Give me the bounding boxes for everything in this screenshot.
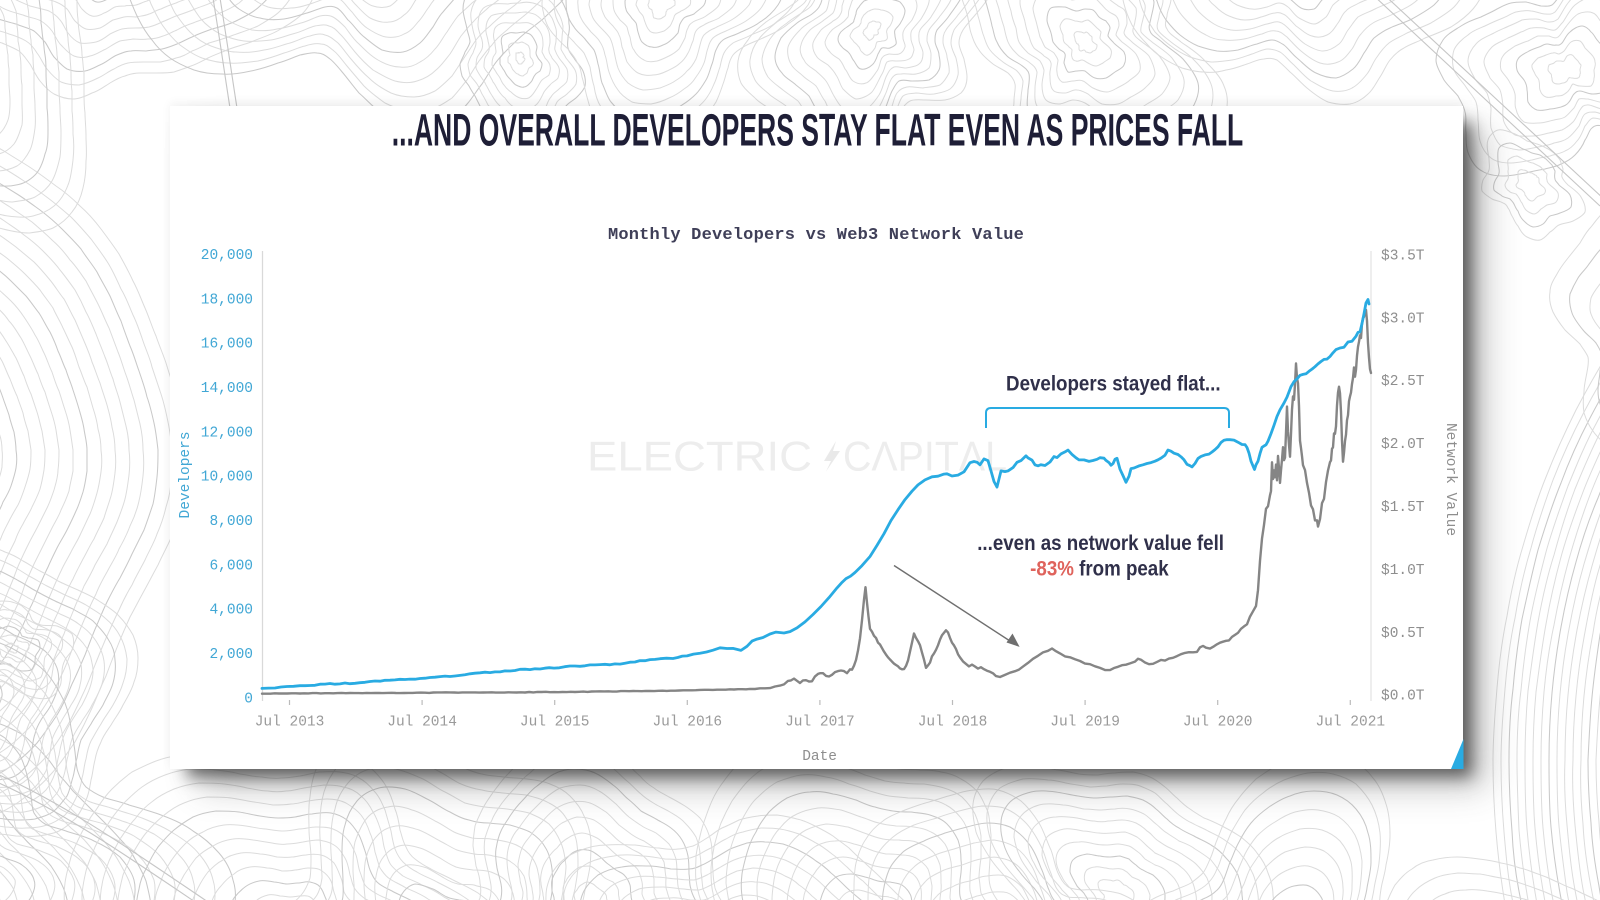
svg-text:Jul 2019: Jul 2019 <box>1050 715 1120 731</box>
svg-text:$0.0T: $0.0T <box>1381 689 1425 705</box>
svg-text:Jul 2013: Jul 2013 <box>255 715 325 731</box>
svg-text:6,000: 6,000 <box>209 558 253 574</box>
svg-text:20,000: 20,000 <box>201 248 253 264</box>
svg-text:$3.5T: $3.5T <box>1381 248 1425 264</box>
svg-text:14,000: 14,000 <box>201 381 253 397</box>
svg-text:2,000: 2,000 <box>209 647 253 663</box>
svg-text:Jul 2015: Jul 2015 <box>520 715 590 731</box>
svg-text:$1.5T: $1.5T <box>1381 500 1425 516</box>
svg-text:Developers: Developers <box>178 431 194 518</box>
svg-text:CΛPITΛL: CΛPITΛL <box>843 433 1007 480</box>
svg-text:Developers stayed flat...: Developers stayed flat... <box>1006 372 1221 395</box>
svg-text:-83% from peak: -83% from peak <box>1030 557 1169 580</box>
svg-text:$2.0T: $2.0T <box>1381 437 1425 453</box>
svg-text:Jul 2016: Jul 2016 <box>652 715 722 731</box>
svg-text:...even as network value fell: ...even as network value fell <box>977 532 1224 555</box>
svg-text:Monthly Developers vs Web3 Net: Monthly Developers vs Web3 Network Value <box>608 226 1024 245</box>
svg-text:$2.5T: $2.5T <box>1381 374 1425 390</box>
svg-text:10,000: 10,000 <box>201 470 253 486</box>
svg-text:Jul 2017: Jul 2017 <box>785 715 855 731</box>
svg-text:Jul 2018: Jul 2018 <box>918 715 988 731</box>
svg-text:ELECTRIC: ELECTRIC <box>587 433 812 480</box>
svg-text:12,000: 12,000 <box>201 425 253 441</box>
svg-text:Date: Date <box>802 749 837 765</box>
svg-text:...AND OVERALL DEVELOPERS STAY: ...AND OVERALL DEVELOPERS STAY FLAT EVEN… <box>392 105 1244 155</box>
svg-text:Jul 2014: Jul 2014 <box>387 715 457 731</box>
svg-text:Network Value: Network Value <box>1442 423 1458 536</box>
svg-text:16,000: 16,000 <box>201 337 253 353</box>
svg-text:Jul 2021: Jul 2021 <box>1315 715 1385 731</box>
svg-text:18,000: 18,000 <box>201 292 253 308</box>
svg-text:$3.0T: $3.0T <box>1381 311 1425 327</box>
svg-text:$1.0T: $1.0T <box>1381 563 1425 579</box>
svg-text:0: 0 <box>244 691 253 707</box>
svg-text:$0.5T: $0.5T <box>1381 626 1425 642</box>
svg-text:8,000: 8,000 <box>209 514 253 530</box>
svg-text:4,000: 4,000 <box>209 603 253 619</box>
svg-text:Jul 2020: Jul 2020 <box>1183 715 1253 731</box>
